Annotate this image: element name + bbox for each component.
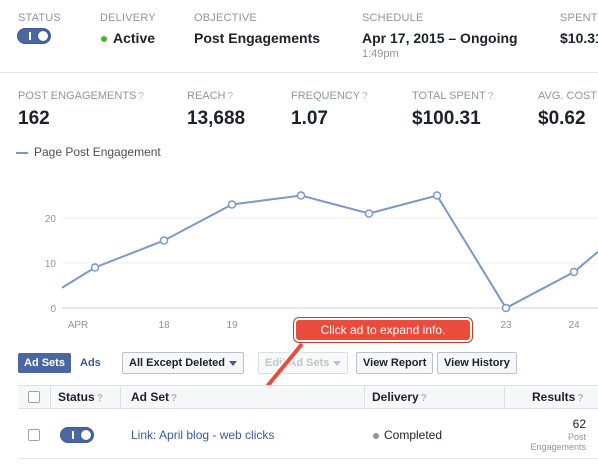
stat-value-reach: 13,688 [187, 108, 246, 129]
column-header-delivery[interactable]: Delivery? [372, 390, 427, 404]
view-report-button[interactable]: View Report [356, 352, 434, 374]
ad-set-name-link[interactable]: Link: April blog - web clicks [131, 428, 275, 442]
header-divider [0, 72, 598, 73]
x-tick-label: 18 [158, 320, 170, 331]
objective-label: OBJECTIVE [194, 12, 257, 24]
schedule-time: 1:49pm [362, 48, 399, 60]
column-header-results[interactable]: Results? [532, 390, 584, 404]
row-checkbox[interactable] [28, 429, 40, 441]
status-label: STATUS [18, 12, 61, 24]
data-point [296, 191, 306, 200]
stat-value-frequency: 1.07 [291, 108, 328, 129]
column-header-status[interactable]: Status? [58, 390, 103, 404]
data-point [227, 200, 237, 209]
tab-ad-sets[interactable]: Ad Sets [18, 353, 71, 373]
data-point [501, 303, 511, 313]
schedule-label: SCHEDULE [362, 12, 424, 24]
stat-label-avg-cost: AVG. COST [538, 90, 598, 102]
stat-label-post-engagements: POST ENGAGEMENTS? [18, 90, 144, 102]
ad-set-status-toggle[interactable] [60, 427, 94, 443]
engagement-line-chart: 0 10 20 APR 18 19 23 24 [45, 191, 598, 331]
filter-dropdown-label: All Except Deleted [129, 357, 225, 369]
x-tick-label: 19 [226, 320, 238, 331]
delivery-status-text: Completed [384, 428, 443, 442]
y-tick-label: 20 [45, 214, 57, 225]
data-point [569, 267, 579, 277]
spent-label: SPENT [560, 12, 598, 24]
chart-legend: Page Post Engagement [16, 145, 161, 159]
column-divider [120, 386, 121, 408]
objective-value: Post Engagements [194, 30, 321, 46]
stat-value-total-spent: $100.31 [412, 108, 481, 129]
delivery-label: DELIVERY [100, 12, 156, 24]
table-header: Status? Ad Set? Delivery? Results? [18, 385, 598, 409]
y-tick-label: 10 [45, 259, 57, 270]
delivery-status-dot [373, 433, 379, 439]
stat-label-frequency: FREQUENCY? [291, 90, 368, 102]
column-divider [504, 386, 505, 408]
column-header-ad-set[interactable]: Ad Set? [131, 390, 178, 404]
campaign-status-toggle[interactable] [17, 28, 51, 44]
x-tick-label: APR [68, 320, 89, 331]
stat-value-post-engagements: 162 [18, 108, 50, 129]
active-status-dot [101, 36, 107, 42]
chevron-down-icon [228, 360, 237, 366]
spent-value: $10.31 [560, 30, 598, 46]
view-history-button[interactable]: View History [437, 352, 517, 374]
x-tick-label: 23 [500, 320, 512, 331]
schedule-value: Apr 17, 2015 – Ongoing [362, 30, 518, 46]
stat-value-avg-cost: $0.62 [538, 108, 586, 129]
legend-series-label: Page Post Engagement [34, 145, 161, 159]
results-unit: Post Engagements [530, 432, 586, 452]
column-divider [50, 386, 51, 408]
table-row[interactable]: Link: April blog - web clicks Completed … [18, 409, 598, 459]
data-point [159, 236, 169, 245]
callout-annotation: Click ad to expand info. [293, 317, 473, 343]
series-line [61, 194, 598, 310]
column-divider [364, 386, 365, 408]
data-point [364, 209, 374, 218]
y-tick-label: 0 [50, 304, 56, 315]
x-tick-label: 24 [568, 320, 580, 331]
filter-dropdown[interactable]: All Except Deleted [122, 352, 244, 374]
delivery-value: Active [113, 30, 156, 46]
stat-label-reach: REACH? [187, 90, 234, 102]
data-point [432, 191, 442, 200]
chevron-down-icon [333, 360, 342, 366]
results-value: 62 [572, 417, 586, 431]
stat-label-total-spent: TOTAL SPENT? [412, 90, 494, 102]
data-point [90, 263, 100, 272]
tab-ads[interactable]: Ads [80, 357, 101, 369]
select-all-checkbox[interactable] [28, 391, 40, 403]
legend-swatch [16, 151, 28, 154]
